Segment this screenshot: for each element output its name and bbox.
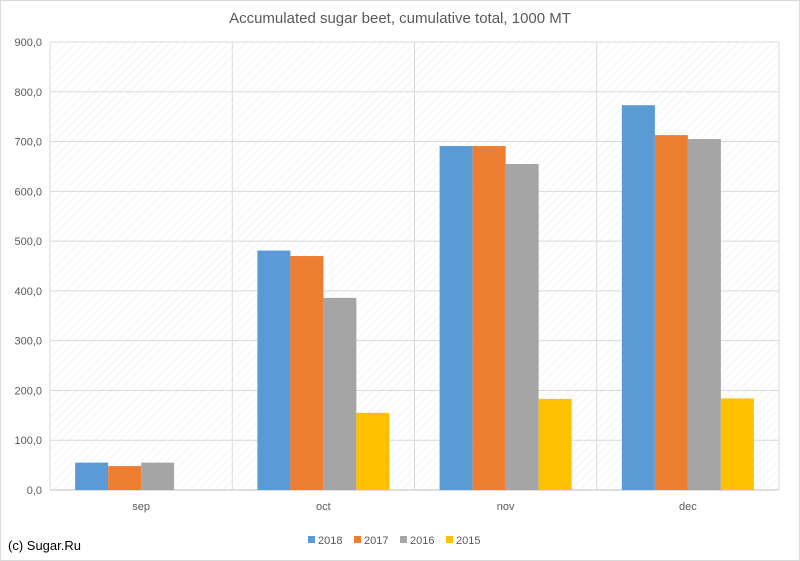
legend-swatch [354, 536, 361, 543]
y-tick-label: 0,0 [27, 485, 42, 497]
chart-title: Accumulated sugar beet, cumulative total… [229, 10, 571, 27]
bar-oct-2015 [356, 412, 390, 490]
y-tick-label: 600,0 [14, 186, 42, 198]
y-tick-label: 500,0 [14, 236, 42, 248]
y-tick-label: 200,0 [14, 385, 42, 397]
y-tick-label: 300,0 [14, 336, 42, 348]
legend-swatch [446, 536, 453, 543]
bar-dec-2015 [720, 398, 754, 490]
source-credit: (c) Sugar.Ru [8, 538, 81, 553]
bar-sep-2018 [75, 462, 109, 490]
legend-swatch [400, 536, 407, 543]
legend-label: 2016 [410, 535, 434, 547]
legend-swatch [308, 536, 315, 543]
bar-nov-2015 [538, 398, 572, 490]
y-tick-label: 800,0 [14, 87, 42, 99]
bar-dec-2018 [621, 105, 655, 491]
x-tick-label: sep [132, 501, 150, 513]
bar-oct-2017 [290, 256, 324, 490]
bar-nov-2016 [505, 163, 539, 490]
x-tick-label: oct [316, 501, 331, 513]
y-tick-label: 100,0 [14, 435, 42, 447]
legend-label: 2017 [364, 535, 388, 547]
bar-sep-2016 [141, 462, 175, 490]
bar-oct-2018 [257, 250, 291, 490]
y-tick-label: 900,0 [14, 37, 42, 49]
bar-nov-2017 [472, 146, 506, 490]
legend: 2018 2017 2016 2015 [308, 535, 480, 547]
legend-label: 2015 [456, 535, 480, 547]
legend-label: 2018 [318, 535, 342, 547]
bar-nov-2018 [439, 146, 473, 490]
x-tick-label: dec [679, 501, 697, 513]
bar-dec-2017 [654, 135, 688, 490]
x-tick-label: nov [497, 501, 515, 513]
y-tick-label: 400,0 [14, 286, 42, 298]
bar-dec-2016 [687, 139, 721, 491]
bar-sep-2017 [108, 466, 142, 490]
y-tick-label: 700,0 [14, 137, 42, 149]
bar-oct-2016 [323, 297, 357, 490]
